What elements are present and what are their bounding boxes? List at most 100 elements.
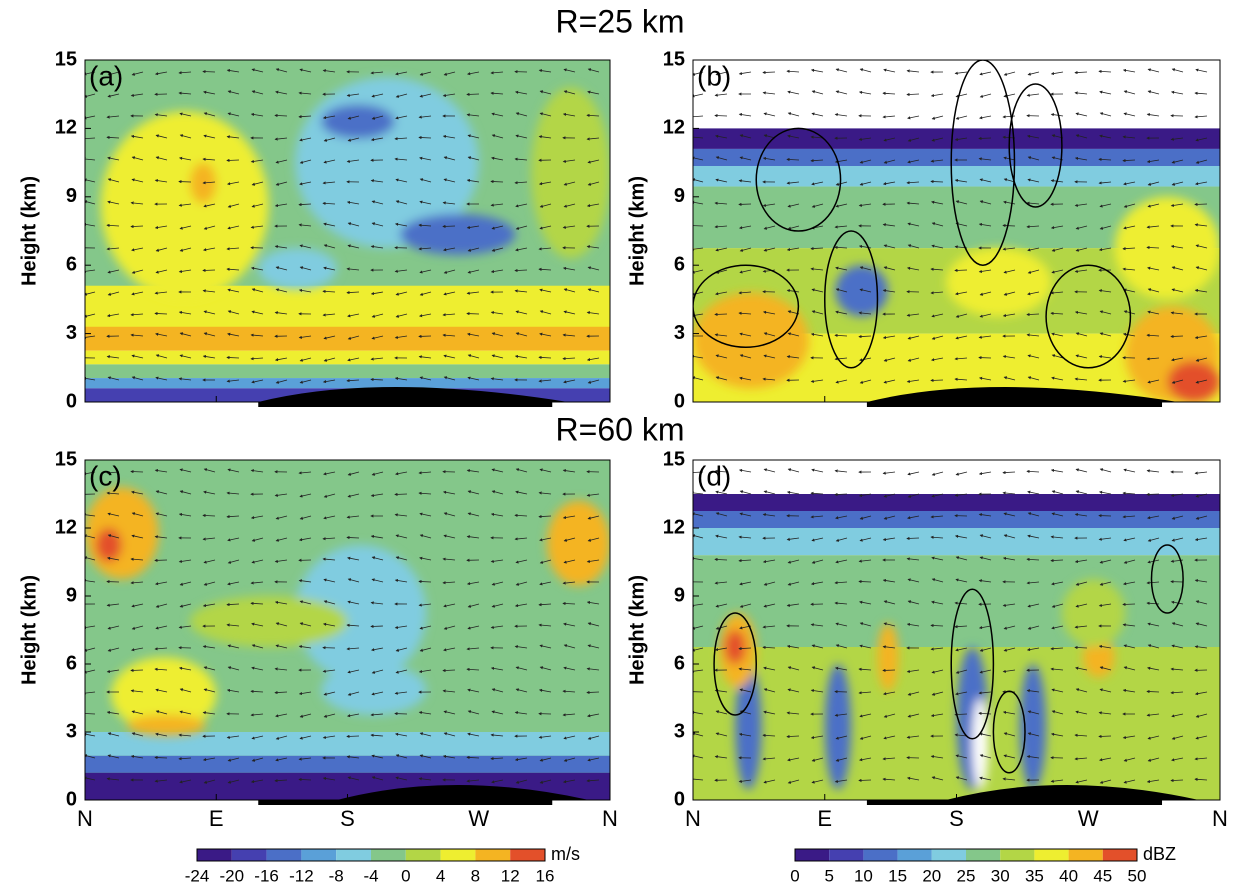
wind-arrow — [1123, 537, 1136, 542]
wind-arrow — [251, 379, 264, 384]
wind-arrow — [810, 491, 824, 495]
wind-arrow — [1195, 493, 1208, 498]
wind-arrow — [227, 581, 240, 586]
wind-arrow — [811, 203, 824, 208]
wind-arrow — [179, 688, 192, 693]
field-blob — [111, 657, 217, 732]
wind-arrow — [274, 690, 288, 695]
wind-arrow — [1075, 112, 1088, 117]
wind-arrow — [370, 377, 384, 382]
wind-arrow — [954, 178, 968, 183]
wind-arrow — [395, 71, 408, 76]
wind-arrow — [130, 134, 144, 139]
wind-arrow — [226, 379, 240, 383]
wind-arrow — [155, 354, 168, 359]
wind-arrow — [251, 68, 264, 73]
wind-arrow — [515, 112, 528, 117]
wind-arrow — [298, 757, 312, 761]
wind-arrow — [203, 310, 216, 315]
wind-arrow — [1099, 310, 1112, 315]
wind-arrow — [443, 291, 456, 296]
wind-arrow — [107, 200, 120, 205]
wind-arrow — [1146, 245, 1160, 250]
wind-arrow — [714, 557, 728, 562]
wind-arrow — [371, 115, 384, 120]
y-tick-label: 9 — [674, 584, 685, 606]
wind-arrow — [491, 603, 504, 608]
wind-arrow — [418, 223, 432, 227]
wind-arrow — [491, 710, 504, 715]
wind-arrow — [275, 90, 288, 95]
wind-arrow — [739, 269, 752, 274]
wind-arrow — [1074, 269, 1088, 273]
wind-arrow — [1122, 379, 1136, 383]
field-band — [693, 494, 1220, 511]
wind-arrow — [466, 647, 480, 651]
wind-arrow — [274, 357, 288, 362]
wind-arrow — [298, 645, 312, 649]
wind-arrow — [322, 379, 336, 384]
wind-arrow — [515, 134, 528, 139]
wind-arrow — [298, 777, 312, 782]
wind-arrow — [739, 247, 752, 252]
wind-arrow — [1147, 266, 1160, 271]
wind-arrow — [467, 247, 480, 252]
y-tick-label: 6 — [66, 652, 77, 674]
wind-arrow — [955, 291, 968, 296]
x-tick-label: N — [602, 806, 618, 831]
wind-arrow — [347, 222, 360, 227]
wind-arrow — [419, 625, 432, 630]
wind-arrow — [419, 71, 432, 76]
wind-arrow — [131, 512, 144, 517]
wind-arrow — [978, 222, 992, 227]
field-blob — [1061, 579, 1126, 647]
y-tick-label: 9 — [66, 185, 77, 207]
wind-arrow — [490, 311, 504, 315]
colorbar-tick-label: -16 — [254, 866, 279, 885]
wind-arrow — [1075, 247, 1088, 252]
wind-arrow — [1195, 515, 1208, 520]
wind-arrow — [85, 313, 96, 318]
wind-arrow — [1147, 379, 1160, 384]
wind-arrow — [250, 357, 264, 361]
wind-arrow — [1099, 225, 1112, 230]
wind-arrow — [323, 222, 336, 227]
field-blob — [735, 664, 762, 790]
wind-arrow — [299, 181, 312, 186]
wind-arrow — [467, 354, 480, 359]
wind-arrow — [978, 335, 992, 339]
wind-arrow — [298, 537, 312, 542]
wind-arrow — [859, 288, 872, 293]
wind-arrow — [714, 225, 728, 229]
wind-arrow — [587, 159, 600, 164]
wind-arrow — [539, 468, 552, 473]
wind-arrow — [179, 134, 192, 139]
wind-arrow — [979, 93, 992, 98]
contour — [1045, 264, 1132, 369]
wind-arrow — [131, 354, 144, 359]
wind-arrow — [515, 490, 528, 495]
wind-arrow — [1122, 135, 1136, 139]
wind-arrow — [810, 68, 824, 73]
wind-arrow — [85, 222, 96, 227]
field-band — [693, 148, 1220, 167]
wind-arrow — [370, 71, 384, 75]
wind-arrow — [371, 471, 384, 476]
wind-arrow — [1194, 335, 1208, 340]
y-tick-label: 3 — [66, 720, 77, 742]
wind-arrow — [347, 335, 360, 340]
wind-arrow — [299, 735, 312, 740]
wind-arrow — [154, 755, 168, 760]
field — [85, 460, 610, 800]
wind-arrow — [954, 137, 968, 142]
wind-arrow — [954, 377, 968, 381]
wind-arrow — [298, 691, 312, 696]
wind-arrow — [490, 91, 504, 95]
wind-arrow — [882, 223, 896, 227]
wind-arrow — [131, 269, 144, 274]
wind-arrow — [442, 754, 456, 759]
wind-arrow — [835, 68, 848, 73]
wind-arrow — [467, 490, 480, 495]
wind-arrow — [1027, 71, 1040, 76]
wind-arrow — [347, 776, 360, 781]
